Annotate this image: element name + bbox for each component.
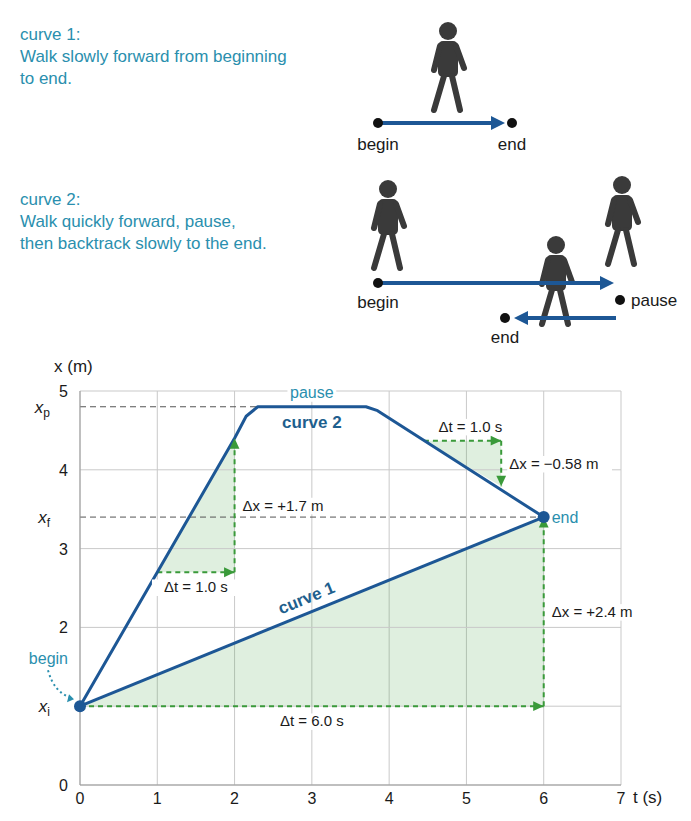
svg-text:curve 2: curve 2	[282, 413, 342, 432]
svg-text:curve 1:: curve 1:	[20, 25, 80, 44]
svg-text:1: 1	[153, 790, 162, 807]
svg-text:xf: xf	[37, 508, 51, 530]
svg-text:7: 7	[617, 790, 626, 807]
svg-text:pause: pause	[290, 384, 334, 401]
svg-text:xi: xi	[38, 697, 50, 719]
svg-text:0: 0	[76, 790, 85, 807]
svg-text:to end.: to end.	[20, 69, 72, 88]
html-text:x (m): x (m)	[54, 357, 93, 376]
svg-text:Δt = 1.0 s: Δt = 1.0 s	[164, 578, 228, 595]
svg-text:3: 3	[307, 790, 316, 807]
svg-text:4: 4	[385, 790, 394, 807]
svg-text:Δt = 1.0 s: Δt = 1.0 s	[438, 418, 502, 435]
svg-text:5: 5	[59, 383, 68, 400]
svg-text:begin: begin	[357, 135, 399, 154]
svg-text:end: end	[552, 509, 579, 526]
svg-text:begin: begin	[357, 293, 399, 312]
svg-text:then backtrack slowly to the e: then backtrack slowly to the end.	[20, 234, 267, 253]
svg-text:Δx = +2.4 m: Δx = +2.4 m	[552, 603, 633, 620]
svg-text:Walk quickly forward, pause,: Walk quickly forward, pause,	[20, 212, 236, 231]
svg-text:Walk slowly forward from begin: Walk slowly forward from beginning	[20, 47, 287, 66]
svg-text:curve 1: curve 1	[275, 578, 337, 618]
svg-text:pause: pause	[631, 291, 677, 310]
svg-text:begin: begin	[29, 650, 68, 667]
svg-text:Δx = −0.58 m: Δx = −0.58 m	[509, 455, 598, 472]
svg-text:end: end	[491, 328, 519, 347]
svg-text:2: 2	[59, 619, 68, 636]
svg-text:3: 3	[59, 541, 68, 558]
svg-text:4: 4	[59, 462, 68, 479]
svg-text:curve 2:: curve 2:	[20, 190, 80, 209]
svg-text:6: 6	[539, 790, 548, 807]
svg-text:0: 0	[59, 777, 68, 794]
svg-text:end: end	[498, 135, 526, 154]
html-text:t (s): t (s)	[633, 788, 663, 807]
svg-text:Δx = +1.7 m: Δx = +1.7 m	[243, 497, 324, 514]
svg-text:5: 5	[462, 790, 471, 807]
svg-text:Δt = 6.0 s: Δt = 6.0 s	[280, 712, 344, 729]
svg-text:xp: xp	[34, 398, 51, 420]
svg-text:2: 2	[230, 790, 239, 807]
